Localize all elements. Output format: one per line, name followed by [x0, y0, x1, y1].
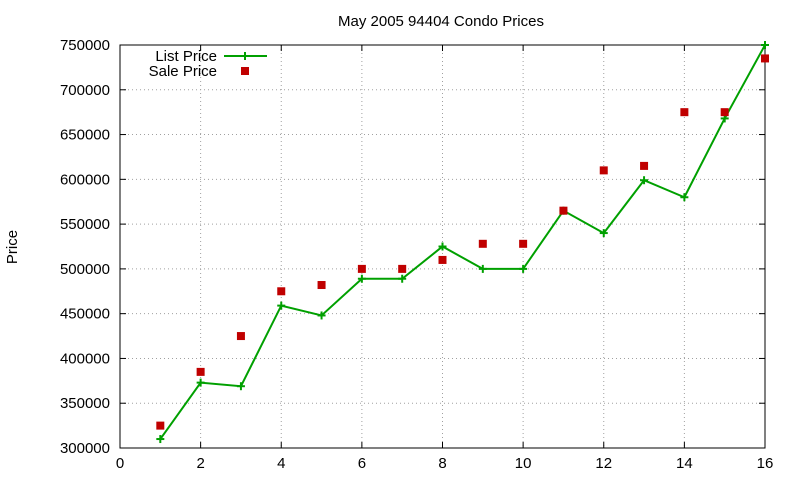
- y-tick-label: 400000: [60, 350, 110, 367]
- sale-price-point: [599, 166, 608, 175]
- list-price-point: [599, 229, 608, 238]
- list-price-point: [519, 264, 528, 273]
- x-tick-label: 4: [277, 455, 285, 472]
- legend-label-list-price: List Price: [155, 48, 217, 65]
- list-price-point: [438, 242, 447, 251]
- sale-price-point: [761, 54, 769, 63]
- sale-price-point: [478, 239, 487, 248]
- legend: List Price Sale Price: [149, 48, 267, 80]
- x-tick-labels: 0 2 4 6 8 10 12 14 16: [116, 455, 774, 472]
- x-tick-label: 12: [595, 455, 612, 472]
- list-price-point: [317, 311, 326, 320]
- list-price-line: [159, 44, 766, 440]
- sale-price-point: [357, 264, 366, 273]
- list-price-point: [357, 274, 366, 283]
- y-tick-label: 500000: [60, 261, 110, 278]
- y-tick-label: 600000: [60, 171, 110, 188]
- sale-price-point: [559, 206, 568, 215]
- x-tick-label: 16: [757, 455, 774, 472]
- legend-label-sale-price: Sale Price: [149, 63, 217, 80]
- legend-swatches: [224, 52, 267, 75]
- sale-price-point: [398, 264, 407, 273]
- list-price-point: [761, 41, 769, 49]
- y-axis-label: Price: [4, 230, 21, 264]
- list-price-point: [398, 274, 407, 283]
- sale-price-point: [317, 281, 326, 290]
- x-tick-label: 14: [676, 455, 693, 472]
- list-price-point: [680, 193, 689, 202]
- list-price-point: [640, 176, 649, 185]
- sale-price-point: [720, 108, 729, 117]
- y-tick-label: 300000: [60, 440, 110, 457]
- y-tick-labels: 300000 350000 400000 450000 500000 550000 6000…: [60, 37, 110, 457]
- sale-price-point: [519, 239, 528, 248]
- sale-price-point: [277, 287, 286, 296]
- sale-price-point: [156, 421, 165, 430]
- sale-price-point: [236, 332, 245, 341]
- x-tick-label: 6: [358, 455, 366, 472]
- y-tick-label: 700000: [60, 82, 110, 99]
- x-tick-label: 10: [515, 455, 532, 472]
- x-tick-label: 8: [438, 455, 446, 472]
- y-tick-label: 450000: [60, 306, 110, 323]
- list-price-point: [277, 301, 286, 310]
- list-price-point: [196, 378, 205, 387]
- series-layer: [156, 41, 769, 444]
- y-tick-label: 650000: [60, 127, 110, 144]
- y-tick-label: 750000: [60, 37, 110, 54]
- x-tick-label: 2: [196, 455, 204, 472]
- sale-price-point: [438, 255, 447, 264]
- y-tick-label: 550000: [60, 216, 110, 233]
- sale-price-point: [196, 367, 205, 376]
- list-price-point: [236, 382, 245, 391]
- list-price-point: [478, 264, 487, 273]
- legend-swatch-sale-price: [241, 67, 249, 75]
- sale-price-point: [680, 108, 689, 117]
- x-tick-label: 0: [116, 455, 124, 472]
- y-tick-label: 350000: [60, 395, 110, 412]
- chart-title: May 2005 94404 Condo Prices: [338, 13, 544, 30]
- sale-price-point: [640, 161, 649, 170]
- list-price-point: [156, 435, 165, 444]
